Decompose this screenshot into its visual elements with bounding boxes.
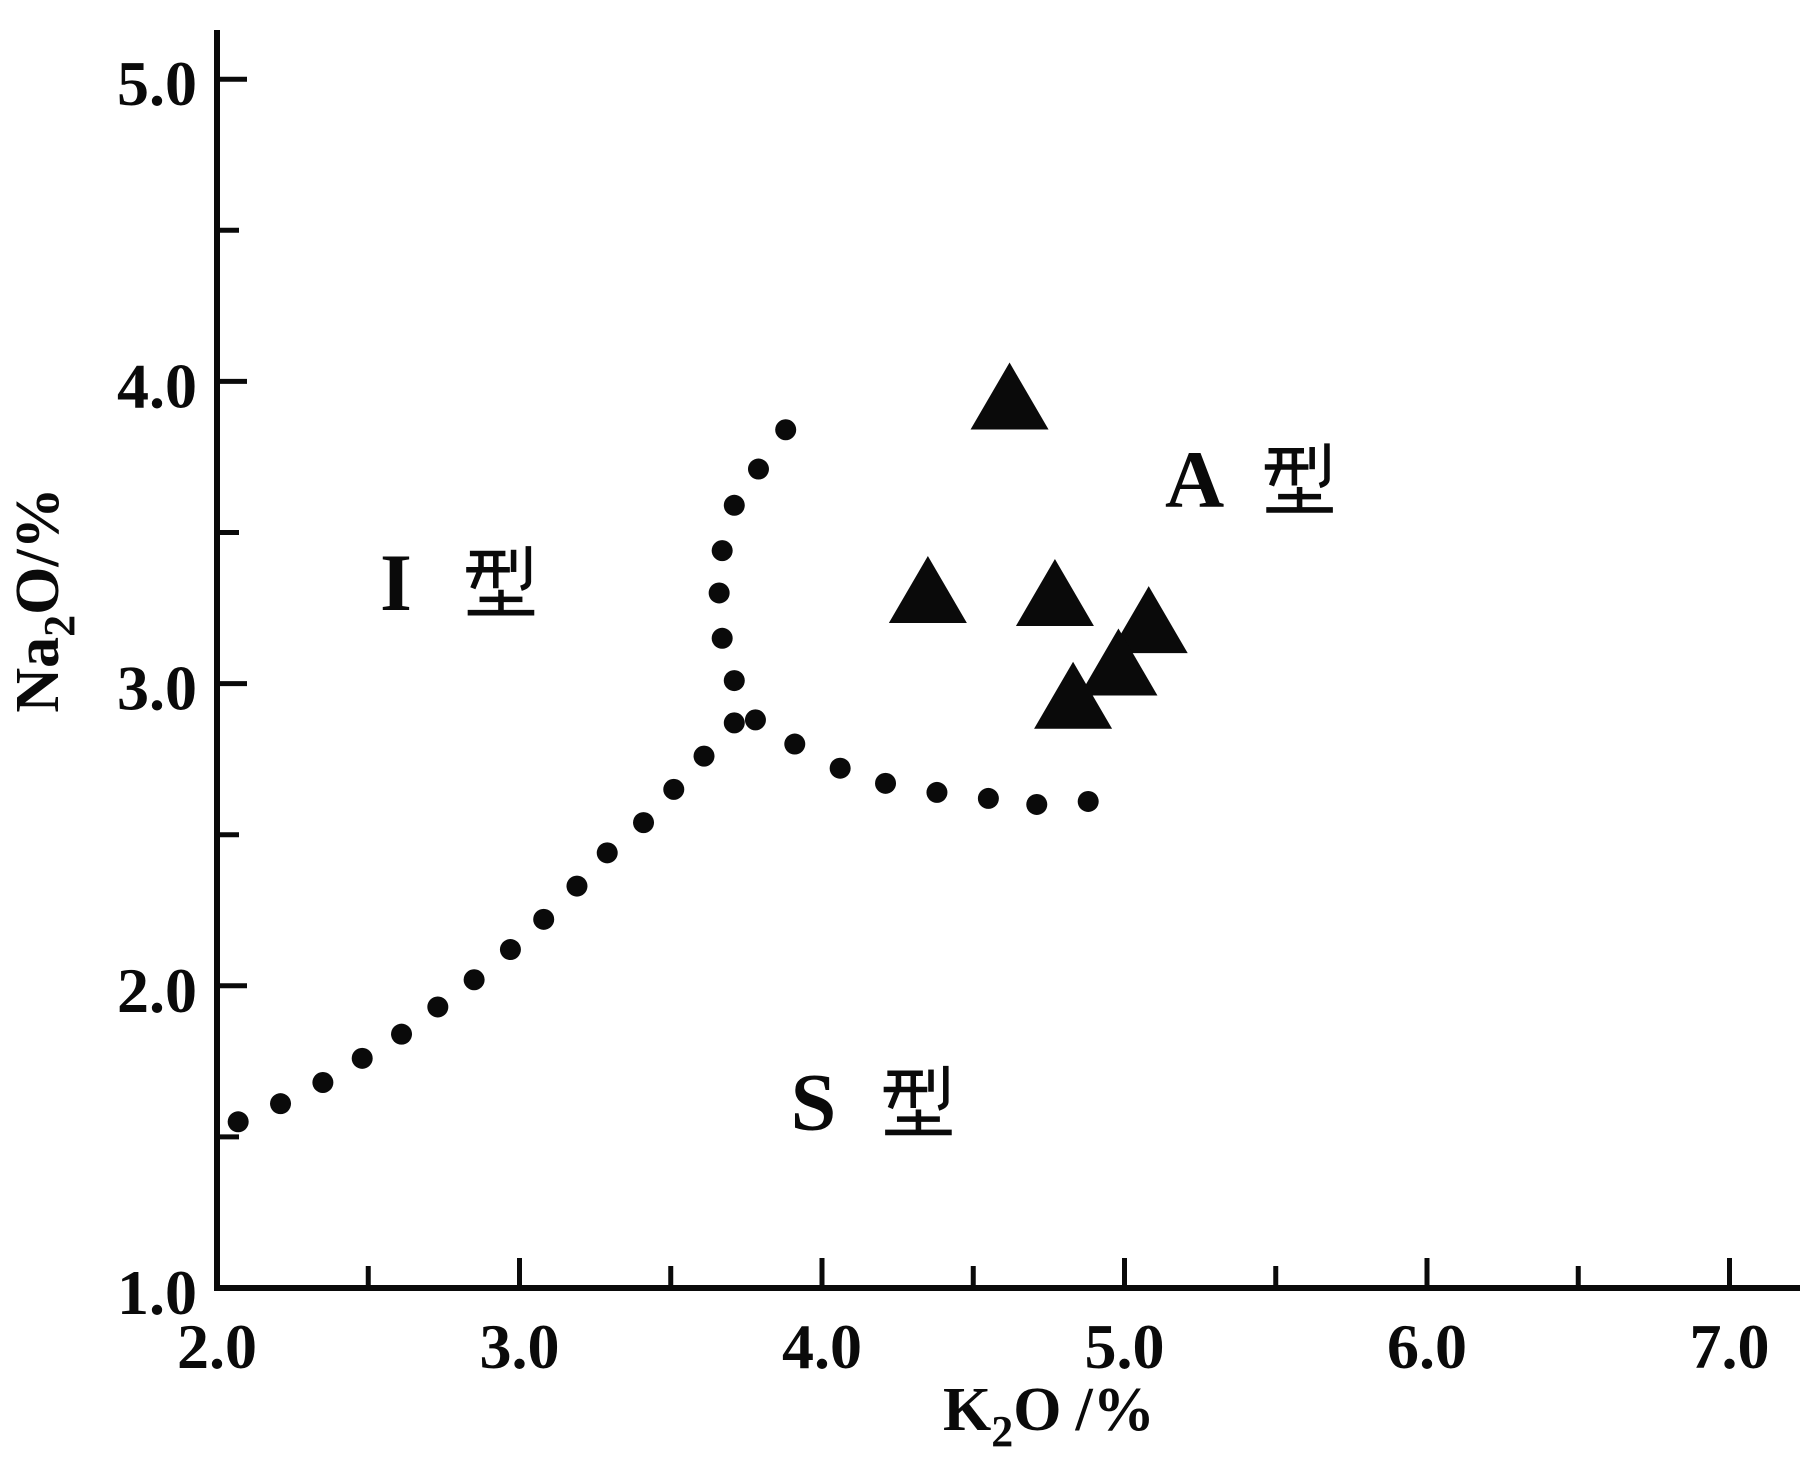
region-letter-a: A xyxy=(1165,434,1224,525)
boundary-dot xyxy=(499,939,521,961)
y-axis-title: Na2O/% xyxy=(4,487,84,712)
kanji-xing-glyph xyxy=(884,1066,952,1133)
region-letter-s: S xyxy=(791,1057,837,1148)
x-tick-label: 7.0 xyxy=(1690,1311,1770,1382)
boundary-dot xyxy=(1077,790,1099,812)
sample-point-triangle xyxy=(1109,586,1188,654)
axis-tick-labels: 2.0 3.0 4.0 5.0 6.0 7.01.02.03.04.05.0 xyxy=(117,48,1770,1382)
y-tick-label: 4.0 xyxy=(117,350,197,421)
boundary-dot xyxy=(723,494,745,516)
x-tick-label: 6.0 xyxy=(1387,1311,1467,1382)
boundary-dot xyxy=(784,733,806,755)
axis-ticks xyxy=(217,76,1732,1288)
boundary-dotted-curves xyxy=(227,419,1099,1133)
boundary-dot xyxy=(270,1093,292,1115)
x-tick-label: 2.0 xyxy=(177,1311,257,1382)
region-letter-i: I xyxy=(380,537,412,628)
boundary-dot xyxy=(566,875,588,897)
boundary-dot xyxy=(977,787,999,809)
boundary-dot xyxy=(926,781,948,803)
boundary-dot xyxy=(747,458,769,480)
boundary-dot xyxy=(723,712,745,734)
boundary-dot xyxy=(711,627,733,649)
boundary-dot xyxy=(391,1023,413,1045)
boundary-dot xyxy=(427,996,449,1018)
y-tick-label: 1.0 xyxy=(117,1257,197,1328)
boundary-dot xyxy=(693,745,715,767)
boundary-dot xyxy=(711,540,733,562)
boundary-dot xyxy=(463,969,485,991)
kanji-xing-glyph xyxy=(1265,443,1333,510)
sample-triangle-markers xyxy=(888,362,1188,729)
boundary-dot xyxy=(744,709,766,731)
x-tick-label: 4.0 xyxy=(782,1311,862,1382)
boundary-dot xyxy=(312,1072,334,1094)
y-tick-label: 2.0 xyxy=(117,955,197,1026)
sample-point-triangle xyxy=(970,362,1049,430)
boundary-dot xyxy=(227,1111,249,1133)
boundary-dot xyxy=(708,582,730,604)
x-tick-label: 3.0 xyxy=(480,1311,560,1382)
boundary-dot xyxy=(723,670,745,692)
boundary-dot xyxy=(1026,793,1048,815)
boundary-dot xyxy=(829,757,851,779)
sample-point-triangle xyxy=(1015,558,1094,626)
kanji-xing-glyph xyxy=(466,546,534,613)
boundary-dot xyxy=(533,908,555,930)
y-tick-label: 5.0 xyxy=(117,48,197,119)
region-label-s-type: S xyxy=(791,1057,952,1148)
region-label-i-type: I xyxy=(380,537,534,628)
sample-point-triangle xyxy=(888,555,967,623)
sample-point-triangle xyxy=(1034,661,1113,729)
boundary-dot xyxy=(633,812,655,834)
sample-point-triangle xyxy=(1079,628,1158,696)
x-axis-title: K2O/% xyxy=(943,1376,1155,1456)
region-label-a-type: A xyxy=(1165,434,1333,525)
boundary-dot xyxy=(775,419,797,441)
x-tick-label: 5.0 xyxy=(1085,1311,1165,1382)
boundary-dot xyxy=(875,772,897,794)
boundary-dot xyxy=(663,778,685,800)
boundary-dot xyxy=(596,842,618,864)
boundary-dot xyxy=(351,1047,373,1069)
y-tick-label: 3.0 xyxy=(117,653,197,724)
